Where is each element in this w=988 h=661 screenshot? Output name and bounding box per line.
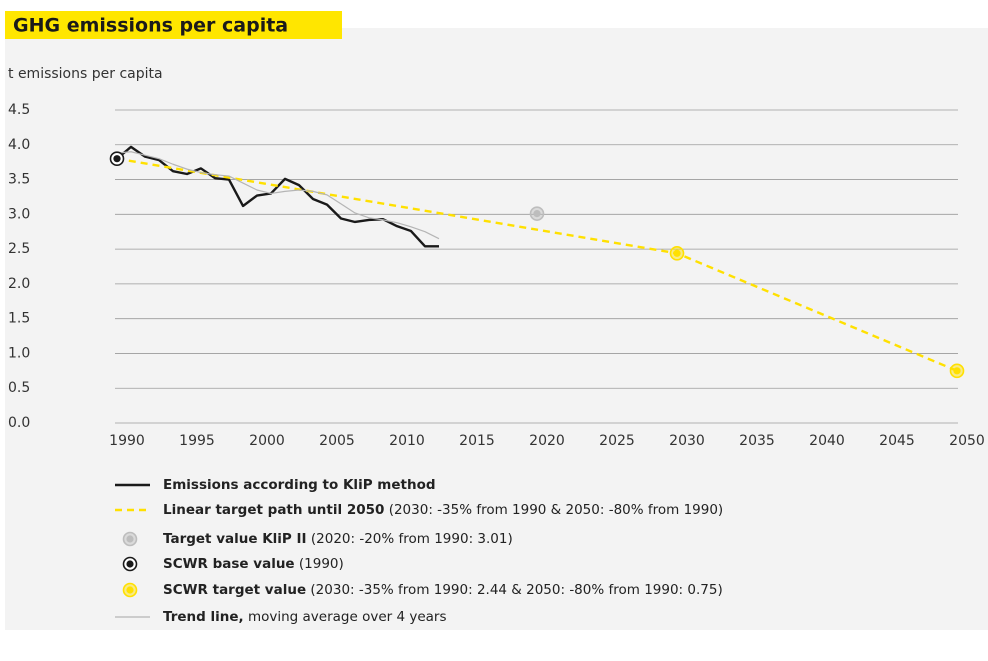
legend-name: Trend line, (163, 609, 244, 625)
marker-dot (126, 560, 134, 568)
x-tick-label: 1995 (179, 433, 215, 449)
legend-note: (1990) (295, 556, 344, 572)
y-tick-label: 0.5 (8, 380, 30, 396)
marker (529, 206, 545, 221)
legend-entry: Linear target path until 2050 (2030: -35… (163, 502, 723, 518)
series-line (116, 151, 440, 240)
x-tick-label: 2040 (809, 433, 845, 449)
legend-name: SCWR base value (163, 556, 295, 572)
y-tick-label: 4.5 (8, 102, 30, 118)
chart-title: GHG emissions per capita (13, 15, 288, 37)
y-tick-label: 1.0 (8, 345, 30, 361)
marker-dot (533, 210, 541, 218)
legend-note: (2030: -35% from 1990: 2.44 & 2050: -80%… (306, 582, 723, 598)
marker (949, 363, 965, 379)
marker-dot (126, 586, 134, 594)
legend-name: Linear target path until 2050 (163, 502, 384, 518)
title-bg (5, 11, 342, 39)
y-axis-label: t emissions per capita (8, 66, 163, 82)
legend-entry: Emissions according to KliP method (163, 477, 436, 493)
legend-entry: SCWR base value (1990) (163, 556, 344, 572)
marker-dot (126, 535, 134, 543)
marker (122, 582, 138, 598)
legend-entry: SCWR target value (2030: -35% from 1990:… (163, 582, 723, 598)
y-tick-label: 2.5 (8, 241, 30, 257)
marker (109, 151, 125, 166)
y-tick-label: 0.0 (8, 415, 30, 431)
x-tick-label: 2050 (949, 433, 985, 449)
x-tick-label: 2030 (669, 433, 705, 449)
y-tick-label: 1.5 (8, 311, 30, 327)
x-tick-label: 2045 (879, 433, 915, 449)
x-tick-label: 2010 (389, 433, 425, 449)
x-tick-label: 2025 (599, 433, 635, 449)
legend-note: moving average over 4 years (244, 609, 447, 625)
marker (122, 531, 138, 547)
y-tick-label: 2.0 (8, 276, 30, 292)
legend-entry: Trend line, moving average over 4 years (163, 609, 447, 625)
legend-name: Target value KliP II (163, 531, 307, 547)
legend-name: SCWR target value (163, 582, 306, 598)
y-tick-label: 3.0 (8, 206, 30, 222)
y-tick-label: 3.5 (8, 172, 30, 188)
marker-dot (113, 155, 121, 163)
x-tick-label: 2020 (529, 433, 565, 449)
x-tick-label: 2015 (459, 433, 495, 449)
legend-name: Emissions according to KliP method (163, 477, 436, 493)
legend-note: (2020: -20% from 1990: 3.01) (307, 531, 513, 547)
y-tick-label: 4.0 (8, 137, 30, 153)
x-tick-label: 2000 (249, 433, 285, 449)
x-tick-label: 2035 (739, 433, 775, 449)
marker-dot (953, 367, 961, 375)
x-tick-label: 2005 (319, 433, 355, 449)
panel (5, 28, 988, 630)
marker (122, 556, 138, 572)
x-tick-label: 1990 (109, 433, 145, 449)
legend-entry: Target value KliP II (2020: -20% from 19… (163, 531, 513, 547)
marker (669, 245, 685, 261)
marker-dot (673, 249, 681, 257)
legend-note: (2030: -35% from 1990 & 2050: -80% from … (384, 502, 723, 518)
